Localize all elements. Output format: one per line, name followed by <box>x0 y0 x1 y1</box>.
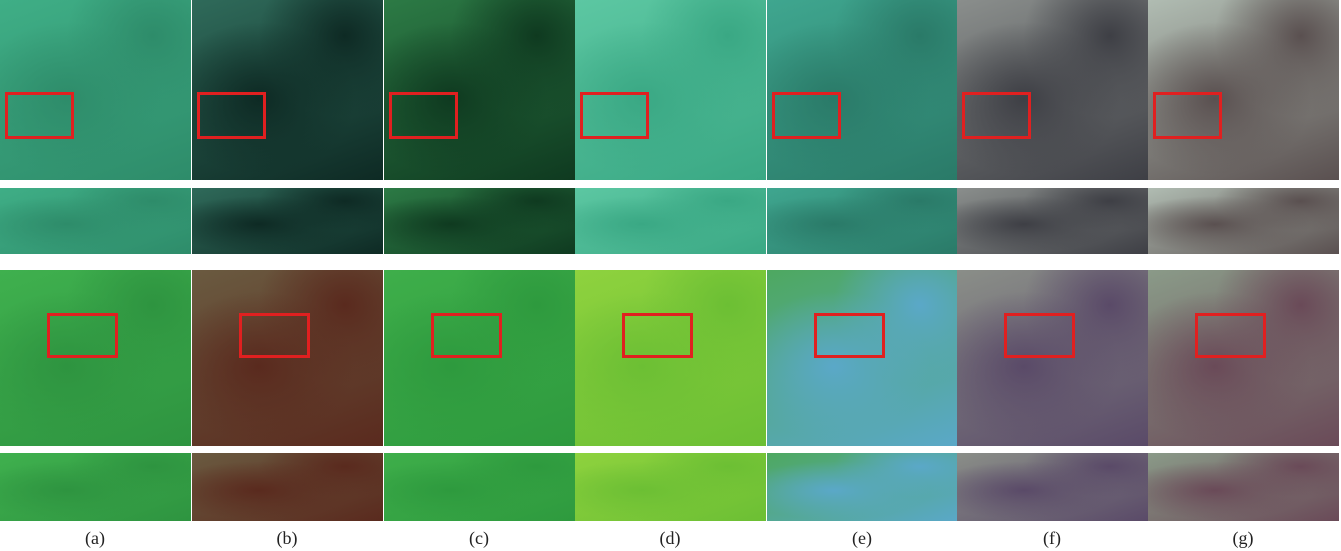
highlight-box <box>962 92 1031 139</box>
image-panel <box>767 0 958 180</box>
highlight-box <box>622 313 693 358</box>
image-panel <box>0 270 191 446</box>
image-panel <box>957 270 1148 446</box>
panel-label: (g) <box>1148 528 1338 549</box>
highlight-box <box>197 92 266 139</box>
zoom-patch <box>575 453 766 521</box>
zoom-patch <box>384 453 575 521</box>
panel-label: (e) <box>767 528 957 549</box>
panel-label: (f) <box>957 528 1147 549</box>
highlight-box <box>1195 313 1266 358</box>
highlight-box <box>814 313 885 358</box>
zoom-patch <box>1148 188 1339 254</box>
image-panel <box>1148 270 1339 446</box>
zoom-patch <box>957 453 1148 521</box>
panel-label: (b) <box>192 528 382 549</box>
zoom-patch <box>192 453 383 521</box>
highlight-box <box>1004 313 1075 358</box>
highlight-box <box>1153 92 1222 139</box>
zoom-patch <box>1148 453 1339 521</box>
image-panel <box>957 0 1148 180</box>
highlight-box <box>580 92 649 139</box>
image-panel <box>1148 0 1339 180</box>
panel-label: (a) <box>0 528 190 549</box>
highlight-box <box>772 92 841 139</box>
image-panel <box>192 0 383 180</box>
highlight-box <box>431 313 502 358</box>
highlight-box <box>47 313 118 358</box>
highlight-box <box>389 92 458 139</box>
zoom-patch <box>575 188 766 254</box>
image-panel <box>0 0 191 180</box>
panel-label: (d) <box>575 528 765 549</box>
zoom-patch <box>0 188 191 254</box>
image-panel <box>192 270 383 446</box>
image-panel <box>767 270 958 446</box>
zoom-patch <box>192 188 383 254</box>
zoom-patch <box>767 453 958 521</box>
zoom-patch <box>957 188 1148 254</box>
panel-label: (c) <box>384 528 574 549</box>
zoom-patch <box>384 188 575 254</box>
zoom-patch <box>0 453 191 521</box>
image-panel <box>575 0 766 180</box>
image-panel <box>384 0 575 180</box>
highlight-box <box>239 313 310 358</box>
image-panel <box>575 270 766 446</box>
highlight-box <box>5 92 74 139</box>
figure: (a)(b)(c)(d)(e)(f)(g) <box>0 0 1341 551</box>
zoom-patch <box>767 188 958 254</box>
image-panel <box>384 270 575 446</box>
